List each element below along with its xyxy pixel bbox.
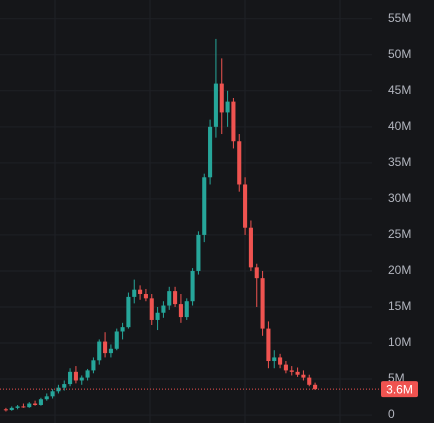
candle-body (178, 304, 183, 318)
y-tick-label: 50M (388, 47, 411, 61)
candle-body (126, 296, 131, 328)
candle-body (278, 357, 283, 365)
candle-body (219, 83, 224, 113)
candle-body (289, 370, 294, 372)
y-tick-label: 30M (388, 191, 411, 205)
candle-body (248, 227, 253, 268)
candle-body (260, 278, 265, 329)
candle-body (272, 357, 277, 362)
y-tick-label: 0 (388, 407, 395, 421)
last-price-label: 3.6M (386, 382, 413, 396)
candle-body (167, 291, 172, 306)
candle-body (143, 294, 148, 299)
candle-body (15, 406, 20, 408)
candle-body (108, 348, 113, 354)
candle-body (132, 289, 137, 297)
candle-body (9, 407, 14, 411)
candle-body (313, 384, 318, 390)
candle-body (202, 177, 207, 235)
last-price-box (381, 381, 418, 398)
candle-body (91, 360, 96, 371)
candle-body (243, 184, 248, 228)
candle-body (225, 101, 230, 113)
candle-body (79, 377, 84, 381)
y-tick-label: 20M (388, 263, 411, 277)
candle-body (295, 371, 300, 375)
candle-body (97, 341, 102, 361)
candle-body (56, 387, 61, 392)
y-tick-label: 55M (388, 11, 411, 25)
y-tick-label: 45M (388, 83, 411, 97)
candle-body (266, 328, 271, 362)
candle-body (283, 364, 288, 371)
candle-body (3, 409, 8, 411)
candle-body (149, 298, 154, 320)
y-tick-label: 40M (388, 119, 411, 133)
candle-body (85, 370, 90, 378)
candle-body (27, 403, 32, 408)
candle-body (231, 101, 236, 142)
candle-body (196, 234, 201, 271)
candle-body (190, 270, 195, 302)
y-tick-label: 25M (388, 227, 411, 241)
candle-body (161, 305, 166, 313)
candle-body (38, 399, 43, 405)
candle-body (114, 331, 119, 349)
candle-body (254, 267, 259, 279)
candle-body (155, 312, 160, 320)
candle-body (50, 391, 55, 397)
candle-body (237, 141, 242, 185)
candle-body (44, 396, 49, 400)
candle-body (208, 126, 213, 178)
y-tick-label: 10M (388, 335, 411, 349)
candle-body (62, 384, 67, 388)
candle-body (73, 371, 78, 381)
candle-body (33, 403, 38, 405)
candle-body (21, 406, 26, 408)
candle-body (307, 377, 312, 385)
candle-body (68, 371, 73, 385)
candle-body (173, 291, 178, 305)
candle-body (301, 374, 306, 378)
candle-body (138, 289, 143, 295)
candle-body (213, 83, 218, 127)
y-tick-label: 35M (388, 155, 411, 169)
candle-body (184, 301, 189, 318)
candle-body (120, 327, 125, 332)
candle-body (103, 341, 108, 354)
y-tick-label: 15M (388, 299, 411, 313)
